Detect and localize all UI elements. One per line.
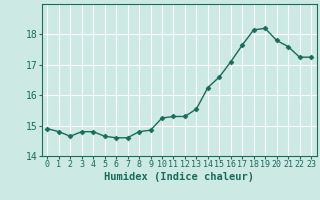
X-axis label: Humidex (Indice chaleur): Humidex (Indice chaleur): [104, 172, 254, 182]
